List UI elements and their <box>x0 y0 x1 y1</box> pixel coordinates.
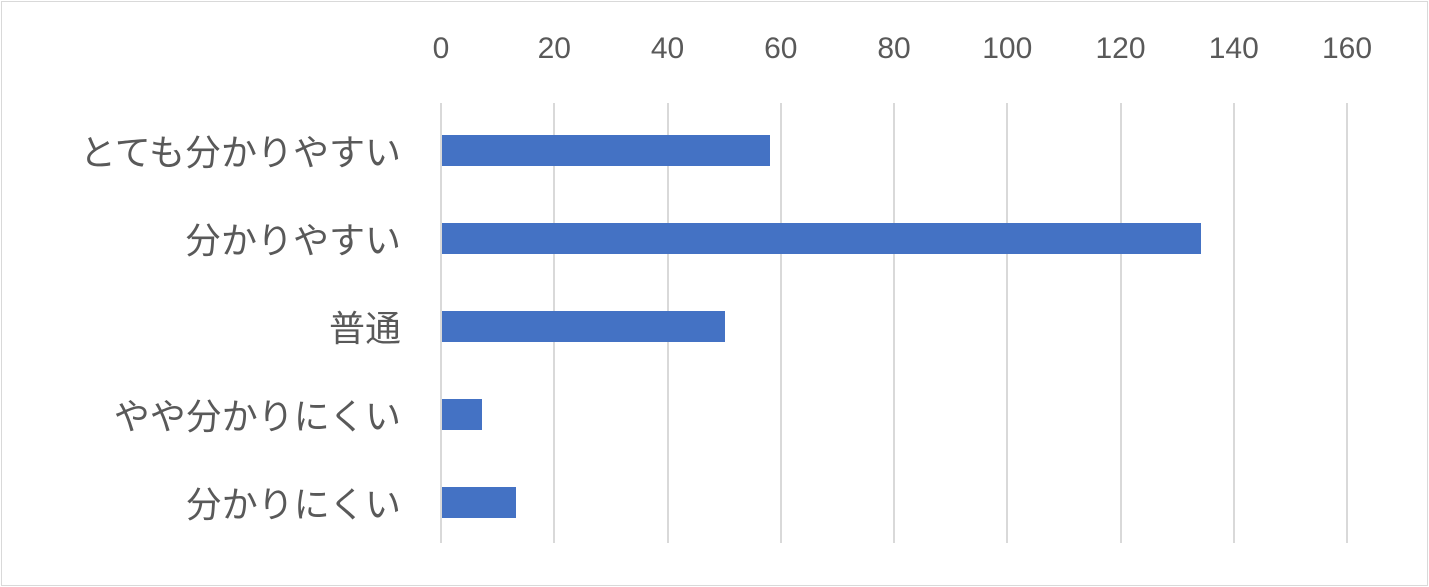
gridline <box>893 103 895 543</box>
x-tick-label: 120 <box>1095 32 1146 65</box>
bar <box>442 399 482 430</box>
bar <box>442 487 516 518</box>
x-tick-label: 60 <box>764 32 798 65</box>
gridline <box>1006 103 1009 543</box>
x-tick-label: 100 <box>982 32 1033 65</box>
x-tick-label: 20 <box>537 32 571 65</box>
category-label: 分かりにくい <box>185 485 401 526</box>
bar <box>442 223 1201 254</box>
bar <box>442 135 771 166</box>
x-tick-label: 0 <box>432 32 450 65</box>
gridline <box>440 103 442 543</box>
gridline <box>779 103 782 543</box>
gridline <box>1346 103 1348 543</box>
x-tick-label: 160 <box>1321 32 1373 65</box>
gridline <box>1232 103 1235 543</box>
category-label: とても分かりやすい <box>79 133 401 174</box>
category-label: やや分かりにくい <box>113 397 401 438</box>
category-label: 普通 <box>328 309 401 350</box>
x-tick-label: 80 <box>877 32 911 65</box>
x-tick-label: 140 <box>1208 32 1259 65</box>
category-label: 分かりやすい <box>184 221 401 262</box>
bar <box>442 311 726 342</box>
gridline <box>1119 103 1122 543</box>
x-tick-label: 40 <box>650 32 685 65</box>
